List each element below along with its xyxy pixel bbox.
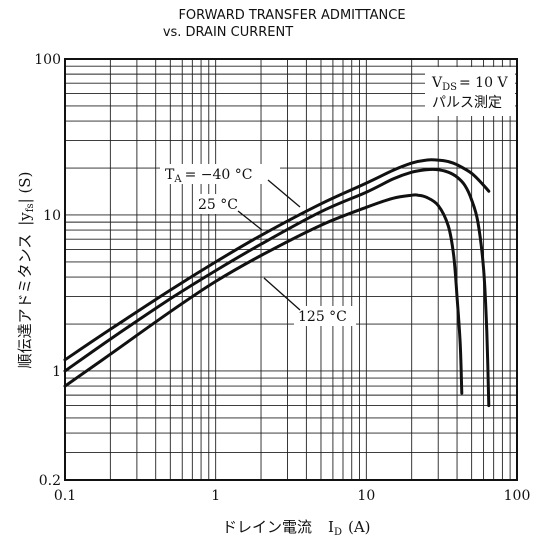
series-label-125: 125 °C [298, 309, 347, 325]
series-line-2 [63, 193, 464, 395]
chart-subtitle: vs. DRAIN CURRENT [163, 25, 293, 40]
leader-125 [263, 277, 301, 311]
series-line-0 [63, 158, 491, 362]
y-axis-label: 順伝達アドミタンス|yfs| (S) [16, 172, 36, 369]
series-label-minus40: TA = −40 °C [165, 167, 252, 185]
leader-25 [237, 210, 263, 231]
y-tick-label: 1 [52, 364, 61, 380]
chart-title: FORWARD TRANSFER ADMITTANCE [178, 8, 405, 23]
label-bg-25 [194, 194, 246, 214]
leader-minus40 [267, 179, 301, 208]
y-tick-labels: 0.2 1 10 100 [34, 52, 61, 489]
plot-frame [64, 58, 518, 481]
label-bg-125 [294, 306, 356, 326]
conditions-line1: VDS = 10 V [431, 75, 508, 93]
series-line-1 [63, 167, 491, 408]
series-label-25: 25 °C [198, 197, 238, 213]
x-axis-label: ドレイン電流 ID (A) [222, 518, 371, 538]
conditions-line2: パルス測定 [432, 95, 502, 111]
x-tick-label: 1 [211, 488, 220, 504]
series-curves [63, 158, 491, 408]
x-tick-label: 100 [504, 488, 531, 504]
conditions-box [425, 67, 515, 116]
x-tick-label: 0.1 [54, 488, 76, 504]
y-tick-label: 0.2 [39, 473, 61, 489]
y-tick-label: 10 [43, 208, 61, 224]
grid [65, 59, 517, 480]
label-bg-minus40 [160, 164, 280, 184]
x-tick-label: 10 [357, 488, 375, 504]
y-tick-label: 100 [34, 52, 61, 68]
x-tick-labels: 0.1 1 10 100 [54, 488, 531, 504]
